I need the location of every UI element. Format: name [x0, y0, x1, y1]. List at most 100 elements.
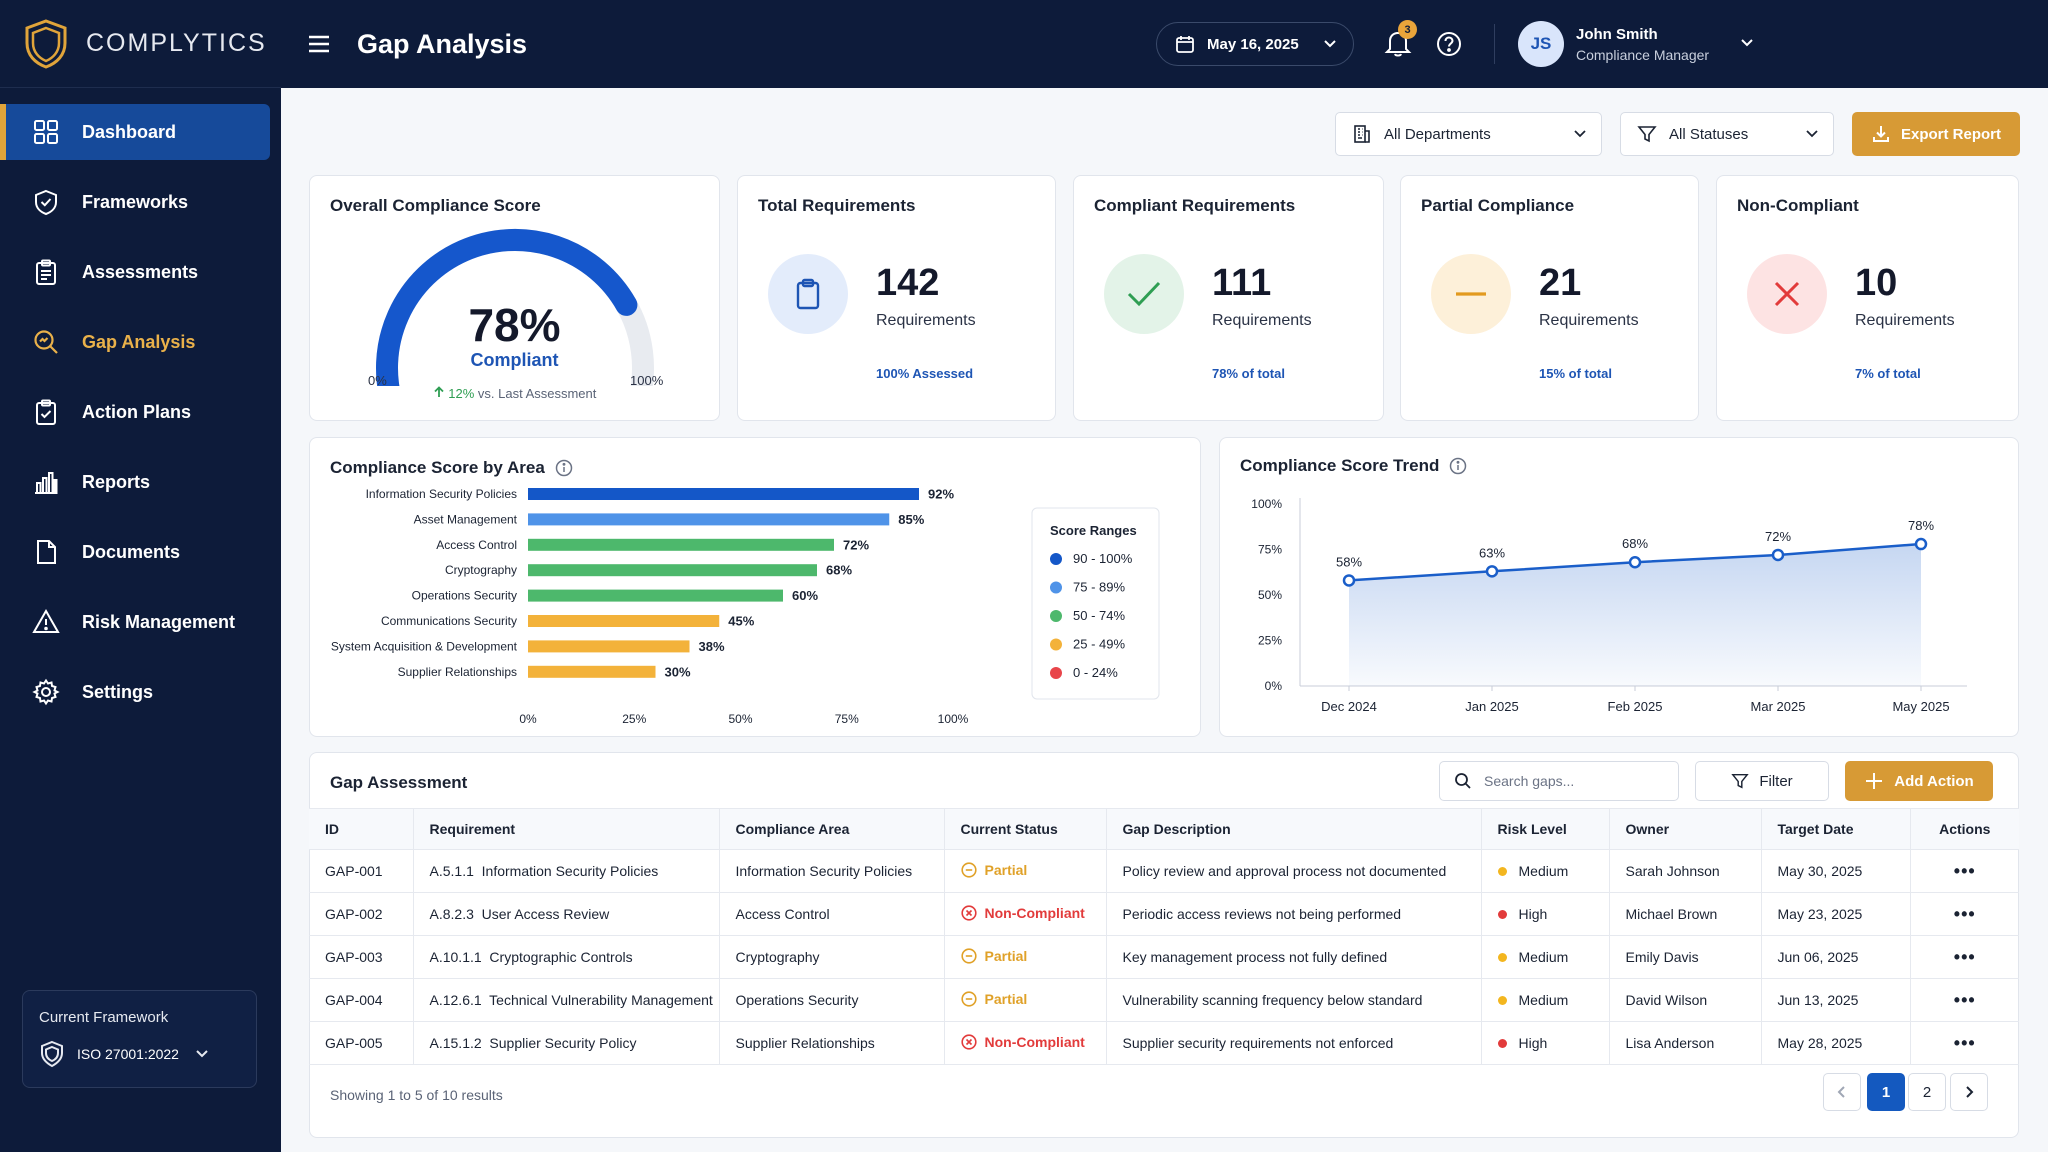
shield-check-icon — [35, 189, 57, 216]
column-header[interactable]: Owner — [1609, 808, 1762, 850]
card-title: Compliant Requirements — [1094, 196, 1296, 215]
column-header[interactable]: Gap Description — [1106, 808, 1482, 850]
status-cell: Partial — [944, 978, 1107, 1022]
date-value: May 16, 2025 — [1207, 35, 1299, 53]
framework-select[interactable]: ISO 27001:2022 — [39, 1040, 240, 1068]
column-header[interactable]: Current Status — [944, 808, 1107, 850]
stat-value: 142 — [876, 262, 940, 304]
calendar-icon — [1176, 36, 1194, 53]
error-status-icon — [960, 904, 977, 921]
bar[interactable] — [528, 513, 890, 526]
column-header[interactable]: Risk Level — [1481, 808, 1610, 850]
sidebar-item-documents[interactable]: Documents — [0, 524, 270, 580]
sidebar-item-label: Reports — [82, 471, 151, 492]
current-framework-panel[interactable]: Current Framework ISO 27001:2022 — [22, 990, 257, 1088]
category-label: System Acquisition & Development — [331, 639, 518, 653]
data-point[interactable] — [1342, 574, 1356, 587]
table-row[interactable]: GAP-002 A.8.2.3 User Access Review Access … — [309, 892, 2019, 936]
risk-dot — [1497, 866, 1507, 876]
info-icon[interactable] — [1449, 457, 1467, 475]
risk-level: Medium — [1497, 992, 1569, 1009]
more-actions-icon[interactable]: ••• — [1953, 1032, 1976, 1053]
more-actions-icon[interactable]: ••• — [1953, 903, 1976, 924]
x-tick-label: 25% — [622, 712, 646, 726]
gauge-percent: 78% — [468, 299, 561, 351]
help-icon[interactable] — [1435, 30, 1463, 58]
gap-id: GAP-002 — [309, 892, 414, 936]
risk-text: Medium — [1518, 992, 1569, 1009]
bar-value-label: 45% — [728, 614, 754, 629]
risk-cell: Medium — [1481, 935, 1610, 979]
category-label: Communications Security — [381, 614, 517, 628]
sidebar-item-dashboard[interactable]: Dashboard — [0, 104, 270, 160]
bar[interactable] — [528, 665, 656, 678]
page-button[interactable]: 2 — [1908, 1073, 1946, 1111]
chevron-down-icon[interactable] — [1740, 38, 1754, 48]
clipboard-icon — [36, 259, 56, 285]
more-actions-icon[interactable]: ••• — [1953, 989, 1976, 1010]
header-divider — [1494, 24, 1495, 64]
more-actions-icon[interactable]: ••• — [1953, 860, 1976, 881]
column-header[interactable]: ID — [309, 808, 414, 850]
next-page-button[interactable] — [1950, 1073, 1988, 1111]
table-row[interactable]: GAP-004 A.12.6.1 Technical Vulnerability … — [309, 978, 2019, 1022]
risk-level: High — [1497, 1035, 1547, 1051]
user-name[interactable]: John Smith — [1576, 26, 1658, 43]
sidebar-item-gap-analysis[interactable]: Gap Analysis — [0, 314, 270, 370]
status-text: Non-Compliant — [984, 904, 1085, 921]
department-dropdown[interactable]: All Departments — [1335, 112, 1602, 156]
risk-cell: High — [1481, 892, 1610, 936]
sidebar-item-settings[interactable]: Settings — [0, 664, 270, 720]
status-dropdown[interactable]: All Statuses — [1620, 112, 1834, 156]
status-cell: Partial — [944, 935, 1107, 979]
sidebar-item-label: Frameworks — [82, 191, 189, 212]
status-value: All Statuses — [1669, 125, 1749, 143]
gap-id: GAP-003 — [309, 935, 414, 979]
column-header: Actions — [1910, 808, 2019, 850]
actions-cell: ••• — [1910, 892, 2019, 936]
more-actions-icon[interactable]: ••• — [1953, 946, 1976, 967]
sidebar-item-risk-management[interactable]: Risk Management — [0, 594, 270, 650]
bar[interactable] — [528, 589, 783, 602]
filter-button[interactable]: Filter — [1695, 761, 1829, 801]
category-label: Cryptography — [445, 563, 517, 577]
column-header[interactable]: Requirement — [413, 808, 720, 850]
search-input[interactable]: Search gaps... — [1439, 761, 1679, 801]
bar[interactable] — [528, 615, 720, 627]
add-action-button[interactable]: Add Action — [1845, 761, 1993, 801]
sidebar-item-action-plans[interactable]: Action Plans — [0, 384, 270, 440]
data-point[interactable] — [1628, 555, 1642, 569]
data-point[interactable] — [1485, 565, 1499, 578]
legend-swatch — [1050, 581, 1062, 594]
gap-description: Supplier security requirements not enfor… — [1106, 1021, 1482, 1065]
table-row[interactable]: GAP-003 A.10.1.1 Cryptographic Controls Cr… — [309, 935, 2019, 979]
trend-line-chart: 0% 25% 50% 75% 100% Dec 2024 Jan 2025 Feb 2025 M… — [1251, 497, 1967, 714]
bar[interactable] — [528, 564, 817, 577]
stat-card-noncompliant: Non-Compliant 10 Requirements 7% of tota… — [1716, 175, 2019, 421]
sidebar-item-assessments[interactable]: Assessments — [0, 244, 270, 300]
prev-page-button[interactable] — [1823, 1073, 1861, 1111]
sidebar-item-frameworks[interactable]: Frameworks — [0, 174, 270, 230]
avatar[interactable]: JS — [1518, 21, 1564, 67]
info-icon[interactable] — [555, 459, 573, 477]
chevron-left-icon — [1837, 1086, 1845, 1098]
table-row[interactable]: GAP-005 A.15.1.2 Supplier Security Policy… — [309, 1021, 2019, 1065]
status-cell: Partial — [944, 849, 1107, 893]
page-button[interactable]: 1 — [1867, 1073, 1905, 1111]
hamburger-menu-icon[interactable] — [307, 34, 331, 54]
bar[interactable] — [528, 488, 919, 500]
x-tick-label: Mar 2025 — [1751, 699, 1806, 714]
bar[interactable] — [528, 640, 690, 653]
requirement: A.5.1.1 Information Security Policies — [413, 849, 720, 893]
table-row[interactable]: GAP-001 A.5.1.1 Information Security Poli… — [309, 849, 2019, 893]
status-badge: Partial — [960, 948, 1027, 964]
date-picker[interactable]: May 16, 2025 — [1156, 22, 1354, 66]
trend-value: 12% — [448, 386, 475, 401]
export-report-button[interactable]: Export Report — [1852, 112, 2020, 156]
column-header[interactable]: Target Date — [1761, 808, 1911, 850]
bar[interactable] — [528, 538, 834, 551]
data-point[interactable] — [1771, 548, 1785, 562]
column-header[interactable]: Compliance Area — [719, 808, 945, 850]
data-point[interactable] — [1914, 537, 1928, 551]
sidebar-item-reports[interactable]: Reports — [0, 454, 270, 510]
